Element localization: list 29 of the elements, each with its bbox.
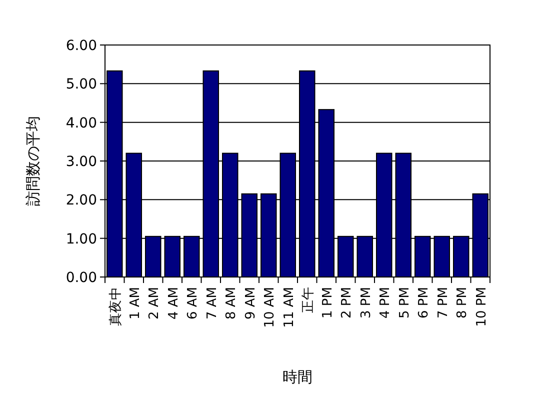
- y-tick-label: 4.00: [66, 115, 97, 132]
- y-tick-label: 6.00: [66, 38, 97, 54]
- x-tick-label: 9 AM: [243, 287, 258, 320]
- x-tick-label: 3 PM: [358, 287, 374, 318]
- y-tick-label: 5.00: [66, 76, 97, 93]
- y-tick-label: 1.00: [66, 231, 97, 248]
- x-tick-label: 11 AM: [282, 287, 297, 328]
- x-tick-label: 1 PM: [320, 287, 336, 318]
- x-tick-label: 2 PM: [340, 287, 355, 318]
- x-tick-label: 4 PM: [378, 287, 394, 318]
- x-axis-title: 時間: [282, 368, 312, 386]
- x-tick-label: 6 PM: [416, 287, 432, 318]
- x-tick-label: 7 PM: [436, 287, 451, 318]
- x-tick-label: 正午: [301, 287, 316, 313]
- x-tick-label: 2 AM: [147, 287, 162, 320]
- y-tick-label: 2.00: [66, 192, 97, 209]
- x-tick-label: 10 PM: [474, 287, 490, 327]
- x-tick-label: 10 AM: [262, 287, 278, 328]
- x-tick-label: 5 PM: [397, 287, 412, 318]
- x-tick-label: 8 AM: [224, 287, 240, 320]
- x-tick-label: 6 AM: [186, 287, 201, 320]
- x-tick-label: 7 AM: [204, 287, 220, 320]
- y-tick-label: 3.00: [66, 154, 97, 170]
- x-tick-label: 4 AM: [166, 287, 182, 320]
- x-tick-label: 1 AM: [128, 287, 143, 320]
- x-tick-label: 8 PM: [455, 287, 470, 318]
- y-axis-title: 訪問数の平均: [24, 116, 42, 206]
- y-tick-label: 0.00: [66, 270, 97, 286]
- x-tick-label: 真夜中: [108, 287, 124, 326]
